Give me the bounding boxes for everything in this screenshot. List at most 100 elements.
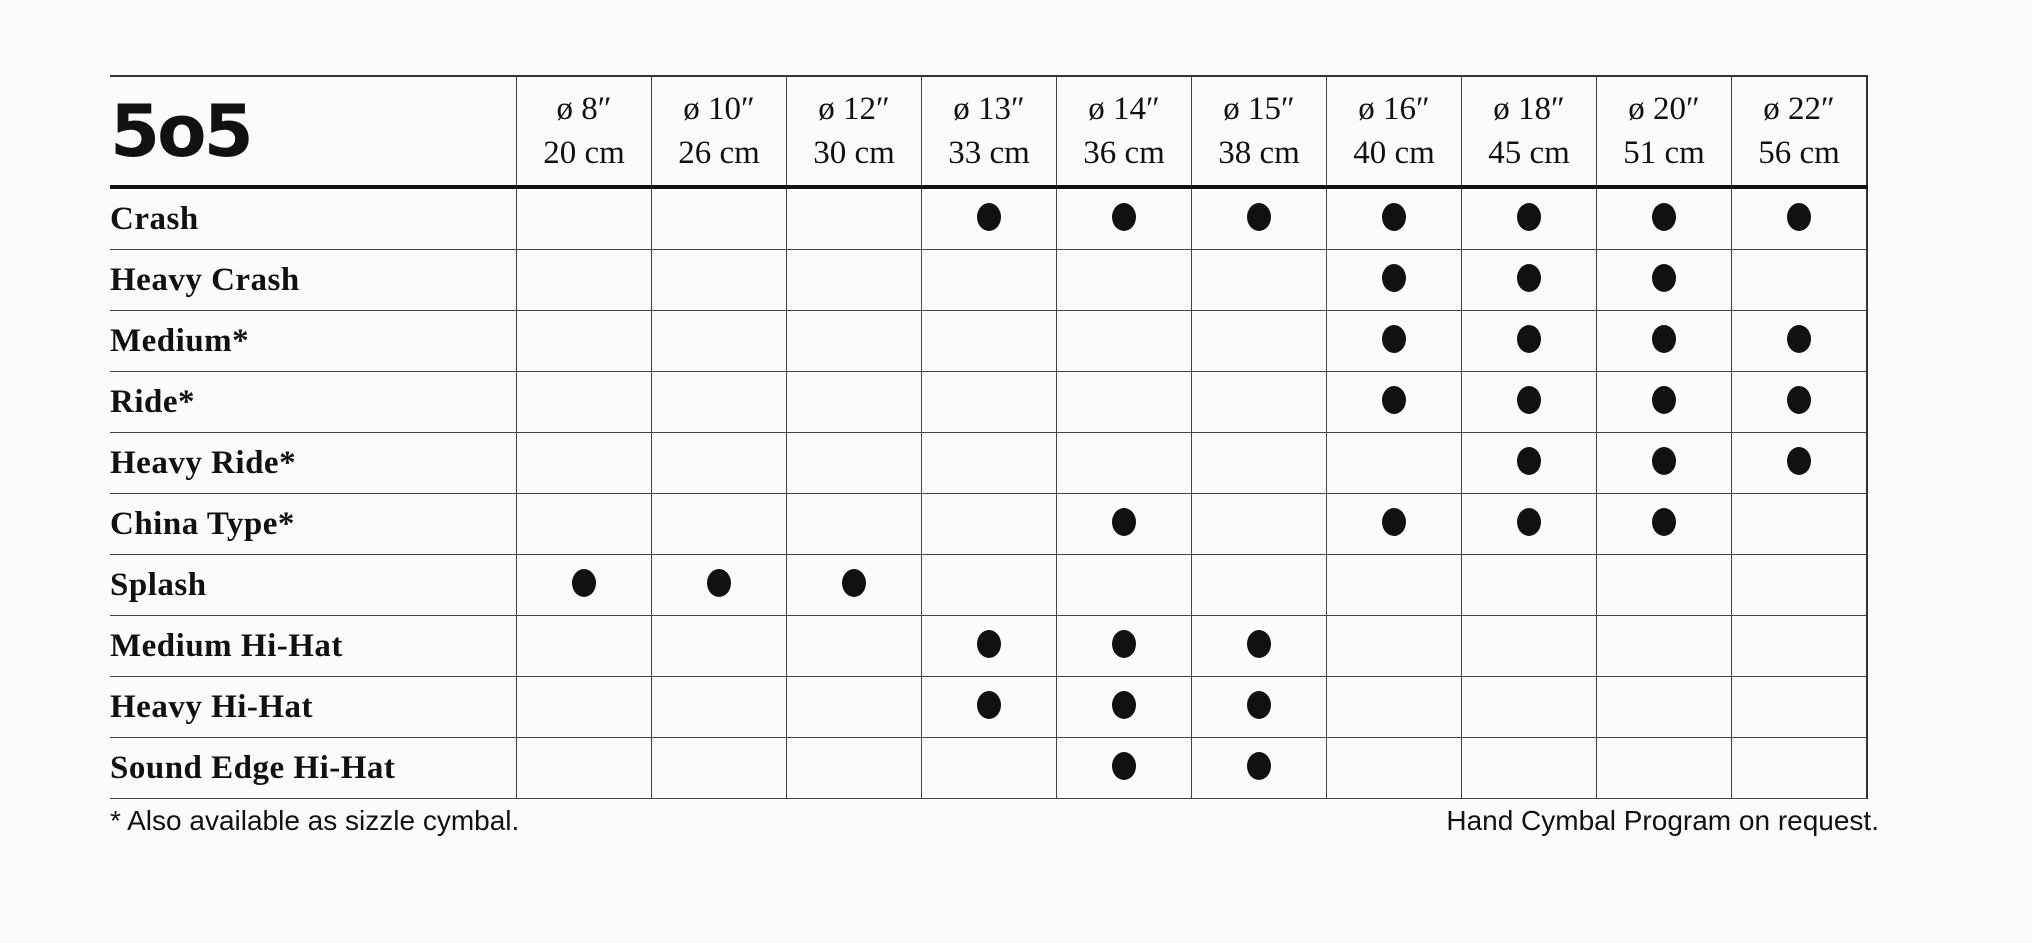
available-dot-icon <box>1247 690 1271 719</box>
table-row: Sound Edge Hi-Hat <box>110 737 1868 799</box>
footnote-hand-cymbal: Hand Cymbal Program on request. <box>1446 805 1879 836</box>
availability-cell <box>1191 737 1327 799</box>
availability-cell <box>1731 432 1868 494</box>
available-dot-icon <box>1382 263 1406 292</box>
availability-cell <box>516 186 652 250</box>
availability-cell <box>1596 676 1732 738</box>
available-dot-icon <box>572 568 596 597</box>
availability-cell <box>651 432 787 494</box>
availability-cell <box>786 676 922 738</box>
availability-cell <box>516 615 652 677</box>
table-row: Ride* <box>110 371 1868 433</box>
availability-cell <box>921 186 1057 250</box>
availability-cell <box>1191 249 1327 311</box>
size-column-header: ø 8″ 20 cm <box>516 75 652 189</box>
available-dot-icon <box>1247 629 1271 658</box>
availability-cell <box>1461 676 1597 738</box>
availability-cell <box>516 371 652 433</box>
size-cm: 36 cm <box>1083 135 1165 171</box>
availability-cell <box>1056 737 1192 799</box>
size-inch: ø 14″ <box>1088 91 1160 127</box>
size-column-header: ø 20″ 51 cm <box>1596 75 1732 189</box>
availability-cell <box>1056 310 1192 372</box>
availability-cell <box>1191 493 1327 555</box>
availability-cell <box>1056 493 1192 555</box>
available-dot-icon <box>1382 202 1406 231</box>
availability-cell <box>1191 554 1327 616</box>
availability-cell <box>921 493 1057 555</box>
header-row: 5o5 ø 8″ 20 cm ø 10″ 26 cm ø 12″ 30 cm ø 13″ 33… <box>110 75 1868 189</box>
availability-cell <box>1191 432 1327 494</box>
cymbal-type-label: China Type* <box>110 493 517 555</box>
availability-cell <box>1596 432 1732 494</box>
size-cm: 51 cm <box>1623 135 1705 171</box>
size-inch: ø 16″ <box>1358 91 1430 127</box>
availability-cell <box>1731 371 1868 433</box>
size-column-header: ø 15″ 38 cm <box>1191 75 1327 189</box>
availability-cell <box>516 310 652 372</box>
cymbal-type-label: Crash <box>110 186 517 250</box>
availability-cell <box>1461 737 1597 799</box>
availability-cell <box>1461 186 1597 250</box>
size-cm: 40 cm <box>1353 135 1435 171</box>
availability-cell <box>651 186 787 250</box>
cymbal-type-label: Splash <box>110 554 517 616</box>
available-dot-icon <box>1652 446 1676 475</box>
available-dot-icon <box>1112 507 1136 536</box>
availability-cell <box>921 676 1057 738</box>
size-column-header: ø 13″ 33 cm <box>921 75 1057 189</box>
available-dot-icon <box>1517 507 1541 536</box>
availability-cell <box>1596 493 1732 555</box>
available-dot-icon <box>1652 263 1676 292</box>
availability-cell <box>921 554 1057 616</box>
table-row: Medium Hi-Hat <box>110 615 1868 677</box>
availability-cell <box>516 676 652 738</box>
available-dot-icon <box>707 568 731 597</box>
availability-cell <box>1326 249 1462 311</box>
size-cm: 56 cm <box>1758 135 1840 171</box>
availability-cell <box>786 432 922 494</box>
size-column-header: ø 12″ 30 cm <box>786 75 922 189</box>
available-dot-icon <box>1247 202 1271 231</box>
cymbal-type-label: Heavy Hi-Hat <box>110 676 517 738</box>
available-dot-icon <box>1787 324 1811 353</box>
availability-cell <box>1191 371 1327 433</box>
available-dot-icon <box>977 629 1001 658</box>
availability-cell <box>1461 554 1597 616</box>
size-column-header: ø 16″ 40 cm <box>1326 75 1462 189</box>
cymbal-type-label: Heavy Ride* <box>110 432 517 494</box>
size-cm: 45 cm <box>1488 135 1570 171</box>
availability-cell <box>1731 554 1868 616</box>
availability-cell <box>651 493 787 555</box>
availability-cell <box>1731 310 1868 372</box>
availability-cell <box>786 493 922 555</box>
available-dot-icon <box>1652 202 1676 231</box>
availability-cell <box>921 615 1057 677</box>
size-inch: ø 18″ <box>1493 91 1565 127</box>
available-dot-icon <box>1247 751 1271 780</box>
availability-cell <box>1731 615 1868 677</box>
availability-cell <box>1461 493 1597 555</box>
availability-cell <box>1461 371 1597 433</box>
cymbal-type-label: Medium Hi-Hat <box>110 615 517 677</box>
availability-cell <box>1596 554 1732 616</box>
availability-cell <box>1596 186 1732 250</box>
availability-cell <box>1056 432 1192 494</box>
available-dot-icon <box>1517 202 1541 231</box>
availability-cell <box>921 249 1057 311</box>
availability-cell <box>1326 554 1462 616</box>
availability-cell <box>1461 432 1597 494</box>
availability-cell <box>1056 554 1192 616</box>
availability-cell <box>1731 249 1868 311</box>
cymbal-type-label: Ride* <box>110 371 517 433</box>
available-dot-icon <box>977 202 1001 231</box>
availability-cell <box>1191 676 1327 738</box>
availability-cell <box>1056 676 1192 738</box>
available-dot-icon <box>842 568 866 597</box>
available-dot-icon <box>1517 385 1541 414</box>
availability-cell <box>1326 615 1462 677</box>
size-cm: 38 cm <box>1218 135 1300 171</box>
available-dot-icon <box>1517 446 1541 475</box>
cymbal-type-label: Medium* <box>110 310 517 372</box>
availability-cell <box>651 249 787 311</box>
